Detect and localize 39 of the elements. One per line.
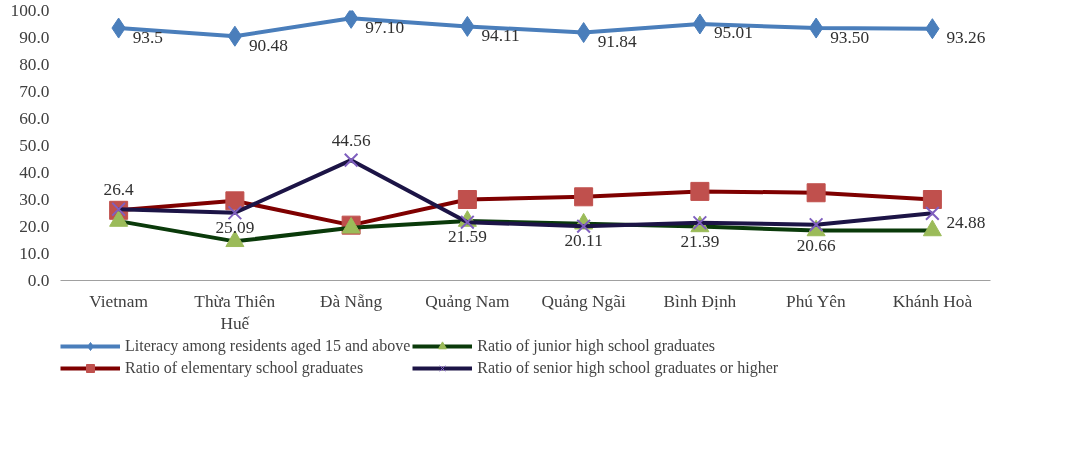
- x-tick-label: Khánh Hoà: [892, 291, 973, 311]
- y-tick-label: 10.0: [19, 244, 50, 263]
- y-tick-label: 30.0: [19, 190, 50, 209]
- data-label: 90.48: [248, 35, 288, 55]
- data-label: 95.01: [713, 23, 753, 43]
- data-label: 93.5: [132, 27, 163, 47]
- data-label: 93.50: [830, 27, 870, 47]
- x-tick-label: Bình Định: [663, 291, 737, 311]
- data-label: 44.56: [331, 131, 371, 151]
- data-label: 21.39: [680, 231, 720, 251]
- data-label: 21.59: [447, 227, 487, 247]
- data-label: 91.84: [597, 32, 637, 52]
- x-tick-label: Quảng Nam: [425, 291, 510, 311]
- data-label: 97.10: [365, 17, 405, 37]
- data-label: 94.11: [481, 25, 520, 45]
- legend-label: Ratio of junior high school graduates: [477, 337, 715, 355]
- data-label: 20.66: [796, 235, 836, 255]
- y-tick-label: 90.0: [19, 28, 50, 47]
- x-tick-label: Quảng Ngãi: [541, 291, 626, 311]
- legend-label: Literacy among residents aged 15 and above: [125, 337, 411, 355]
- y-tick-label: 70.0: [19, 82, 50, 101]
- y-tick-label: 0.0: [27, 271, 50, 290]
- y-tick-label: 100.0: [10, 1, 50, 20]
- y-tick-label: 50.0: [19, 136, 50, 155]
- data-label: 24.88: [946, 212, 986, 232]
- y-tick-label: 60.0: [19, 109, 50, 128]
- y-tick-label: 80.0: [19, 55, 50, 74]
- data-label: 20.11: [564, 231, 603, 251]
- data-label: 25.09: [215, 217, 255, 237]
- y-tick-label: 40.0: [19, 163, 50, 182]
- x-tick-label: Đà Nẵng: [320, 291, 383, 311]
- x-tick-label: Phú Yên: [786, 291, 846, 311]
- legend-label: Ratio of elementary school graduates: [125, 359, 364, 377]
- x-tick-label: Vietnam: [89, 291, 149, 311]
- y-tick-label: 20.0: [19, 217, 50, 236]
- x-tick-label: Thừa Thiên Huế: [194, 291, 276, 334]
- data-label: 93.26: [946, 28, 986, 48]
- legend-label: Ratio of senior high school graduates or higher: [477, 359, 779, 377]
- data-label: 26.4: [103, 180, 135, 200]
